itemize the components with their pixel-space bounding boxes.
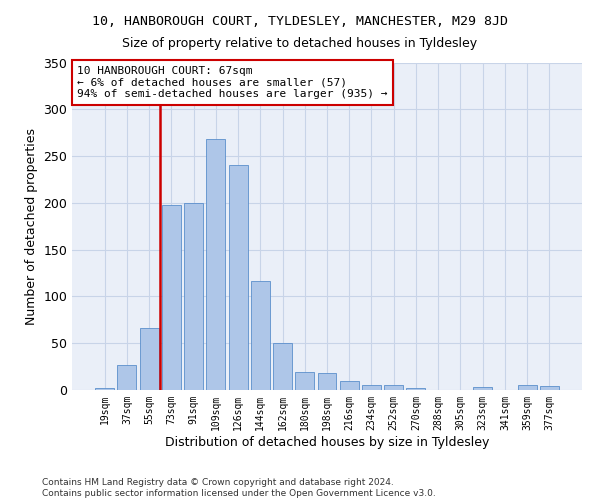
Text: Size of property relative to detached houses in Tyldesley: Size of property relative to detached ho… xyxy=(122,38,478,51)
Bar xyxy=(118,364,136,390)
Bar xyxy=(140,328,158,390)
Bar xyxy=(273,343,292,390)
Bar xyxy=(295,372,314,390)
Bar xyxy=(162,204,181,390)
Bar xyxy=(317,373,337,390)
Bar xyxy=(473,387,492,390)
Bar xyxy=(206,139,225,390)
Bar xyxy=(362,386,381,390)
X-axis label: Distribution of detached houses by size in Tyldesley: Distribution of detached houses by size … xyxy=(165,436,489,448)
Y-axis label: Number of detached properties: Number of detached properties xyxy=(25,128,38,325)
Bar xyxy=(540,386,559,390)
Bar xyxy=(518,386,536,390)
Bar xyxy=(95,388,114,390)
Bar xyxy=(340,380,359,390)
Bar xyxy=(384,386,403,390)
Text: 10 HANBOROUGH COURT: 67sqm
← 6% of detached houses are smaller (57)
94% of semi-: 10 HANBOROUGH COURT: 67sqm ← 6% of detac… xyxy=(77,66,388,99)
Bar xyxy=(229,166,248,390)
Bar xyxy=(184,203,203,390)
Bar xyxy=(406,388,425,390)
Bar xyxy=(251,280,270,390)
Text: Contains HM Land Registry data © Crown copyright and database right 2024.
Contai: Contains HM Land Registry data © Crown c… xyxy=(42,478,436,498)
Text: 10, HANBOROUGH COURT, TYLDESLEY, MANCHESTER, M29 8JD: 10, HANBOROUGH COURT, TYLDESLEY, MANCHES… xyxy=(92,15,508,28)
